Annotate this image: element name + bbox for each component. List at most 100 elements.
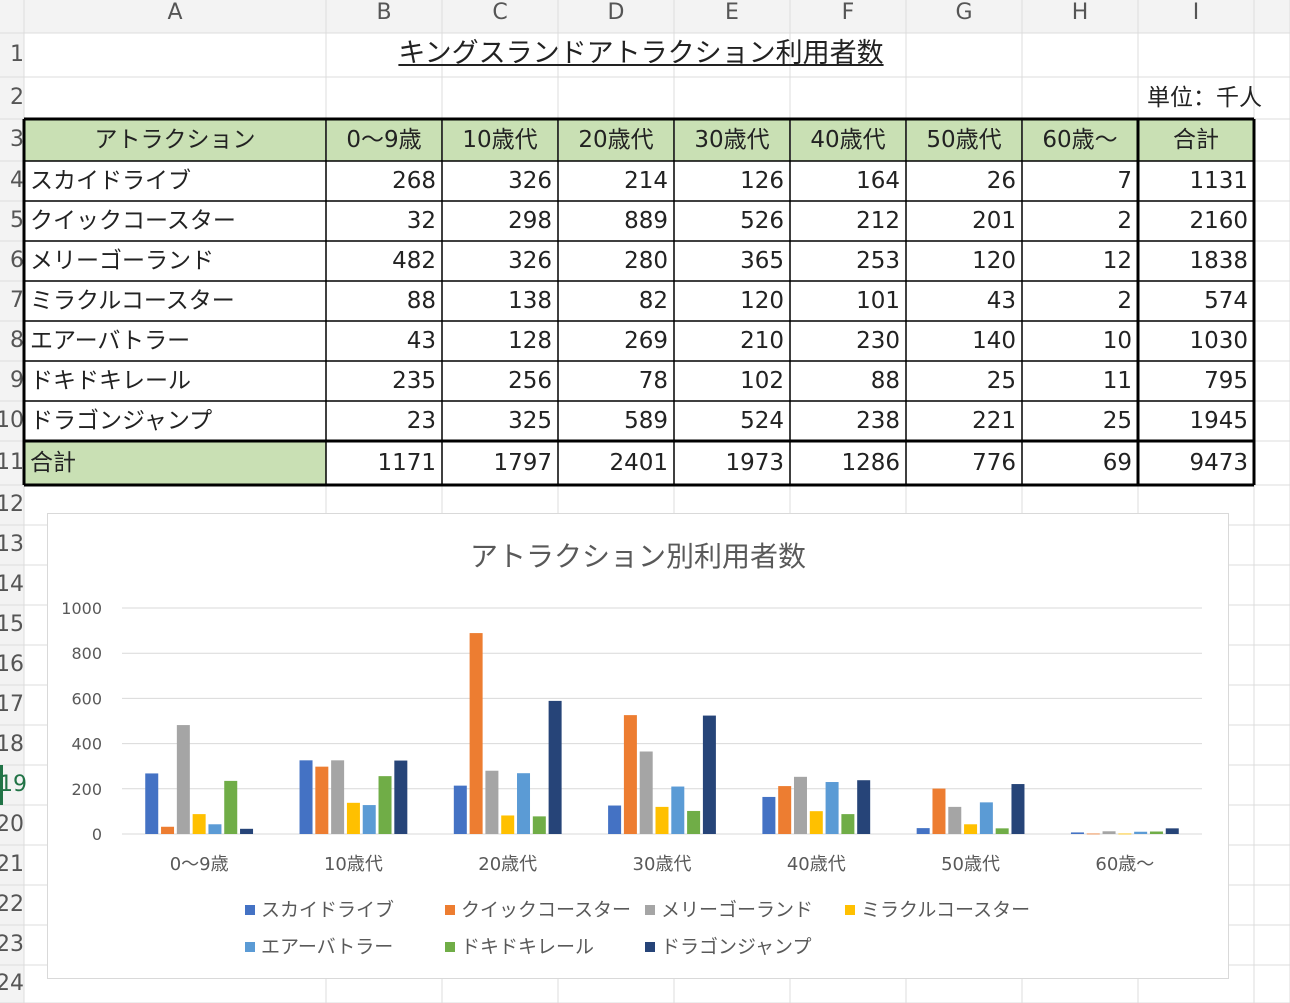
bar[interactable] [762,796,776,834]
value-cell[interactable]: 589 [624,408,668,434]
unit-label[interactable]: 単位：千人 [1147,85,1262,111]
bar[interactable] [1102,831,1116,834]
row-total-cell[interactable]: 795 [1204,368,1248,394]
legend-entry[interactable]: ドラゴンジャンプ [661,936,811,958]
bar[interactable] [299,760,313,834]
row-total-cell[interactable]: 1030 [1189,328,1248,354]
value-cell[interactable]: 23 [406,408,436,434]
bar[interactable] [639,751,653,834]
bar[interactable] [453,785,467,834]
value-cell[interactable]: 212 [856,208,900,234]
bar[interactable] [948,806,962,834]
column-header-A[interactable]: A [167,0,183,25]
column-total-cell[interactable]: 1973 [725,450,784,476]
row-header-17[interactable]: 17 [0,692,24,717]
bar[interactable] [687,810,701,834]
row-header-23[interactable]: 23 [0,932,24,957]
value-cell[interactable]: 526 [740,208,784,234]
sheet-title[interactable]: キングスランドアトラクション利用者数 [398,38,884,69]
row-header-20[interactable]: 20 [0,812,24,837]
row-header-18[interactable]: 18 [0,732,24,757]
bar[interactable] [517,773,531,834]
value-cell[interactable]: 11 [1102,368,1132,394]
attraction-name-cell[interactable]: クイックコースター [30,208,236,234]
value-cell[interactable]: 326 [508,168,552,194]
value-cell[interactable]: 230 [856,328,900,354]
bar[interactable] [224,780,238,834]
bar[interactable] [964,824,978,834]
row-header-19[interactable]: 19 [0,765,27,805]
column-header-G[interactable]: G [955,0,973,25]
bar[interactable] [469,633,483,834]
legend-entry[interactable]: ドキドキレール [461,936,594,958]
bar[interactable] [825,782,839,834]
value-cell[interactable]: 221 [972,408,1016,434]
bar[interactable] [161,826,175,834]
value-cell[interactable]: 253 [856,248,900,274]
value-cell[interactable]: 138 [508,288,552,314]
table-header-cell[interactable]: 20歳代 [578,127,654,153]
bar[interactable] [192,814,206,834]
row-header-24[interactable]: 24 [0,971,24,996]
legend-entry[interactable]: ミラクルコースター [861,899,1030,921]
value-cell[interactable]: 201 [972,208,1016,234]
row-total-cell[interactable]: 1838 [1189,248,1248,274]
bar[interactable] [655,806,669,834]
bar[interactable] [1165,828,1179,834]
table-header-cell[interactable]: 10歳代 [462,127,538,153]
total-label-cell[interactable]: 合計 [30,450,76,476]
column-total-cell[interactable]: 776 [972,450,1016,476]
value-cell[interactable]: 365 [740,248,784,274]
row-header-12[interactable]: 12 [0,492,24,517]
row-header-11[interactable]: 11 [0,450,24,475]
column-total-cell[interactable]: 2401 [609,450,668,476]
row-total-cell[interactable]: 2160 [1189,208,1248,234]
bar[interactable] [671,786,685,834]
row-header-9[interactable]: 9 [10,368,24,393]
bar[interactable] [841,814,855,834]
row-header-6[interactable]: 6 [10,248,24,273]
bar[interactable] [394,760,408,834]
row-header-3[interactable]: 3 [10,127,24,152]
table-header-cell[interactable]: 合計 [1173,127,1219,153]
value-cell[interactable]: 238 [856,408,900,434]
value-cell[interactable]: 298 [508,208,552,234]
grand-total-cell[interactable]: 9473 [1189,450,1248,476]
bar[interactable] [809,811,823,834]
column-header-B[interactable]: B [376,0,392,25]
value-cell[interactable]: 82 [638,288,668,314]
table-header-cell[interactable]: 60歳〜 [1042,127,1118,153]
value-cell[interactable]: 120 [972,248,1016,274]
bar[interactable] [501,815,515,834]
column-header-I[interactable]: I [1192,0,1200,25]
value-cell[interactable]: 280 [624,248,668,274]
bar[interactable] [916,828,930,834]
column-header-D[interactable]: D [607,0,625,25]
value-cell[interactable]: 88 [870,368,900,394]
value-cell[interactable]: 126 [740,168,784,194]
bar[interactable] [932,788,946,834]
attraction-name-cell[interactable]: メリーゴーランド [30,248,214,274]
value-cell[interactable]: 268 [392,168,436,194]
bar[interactable] [331,760,345,834]
table-header-cell[interactable]: 50歳代 [926,127,1002,153]
legend-entry[interactable]: スカイドライブ [261,898,394,921]
row-header-4[interactable]: 4 [10,168,24,193]
value-cell[interactable]: 78 [638,368,668,394]
table-header-cell[interactable]: アトラクション [94,127,256,153]
row-header-16[interactable]: 16 [0,652,24,677]
value-cell[interactable]: 482 [392,248,436,274]
value-cell[interactable]: 164 [856,168,900,194]
bar[interactable] [979,802,993,834]
bar[interactable] [1086,833,1100,835]
bar[interactable] [548,700,562,834]
value-cell[interactable]: 269 [624,328,668,354]
column-header-E[interactable]: E [725,0,739,25]
bar[interactable] [1011,784,1025,834]
row-header-14[interactable]: 14 [0,572,24,597]
legend-entry[interactable]: エアーバトラー [261,936,393,958]
bar[interactable] [1149,831,1163,834]
bar[interactable] [1070,832,1084,834]
row-header-7[interactable]: 7 [10,288,24,313]
value-cell[interactable]: 140 [972,328,1016,354]
